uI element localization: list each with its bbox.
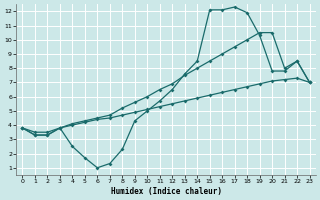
X-axis label: Humidex (Indice chaleur): Humidex (Indice chaleur) — [110, 187, 221, 196]
